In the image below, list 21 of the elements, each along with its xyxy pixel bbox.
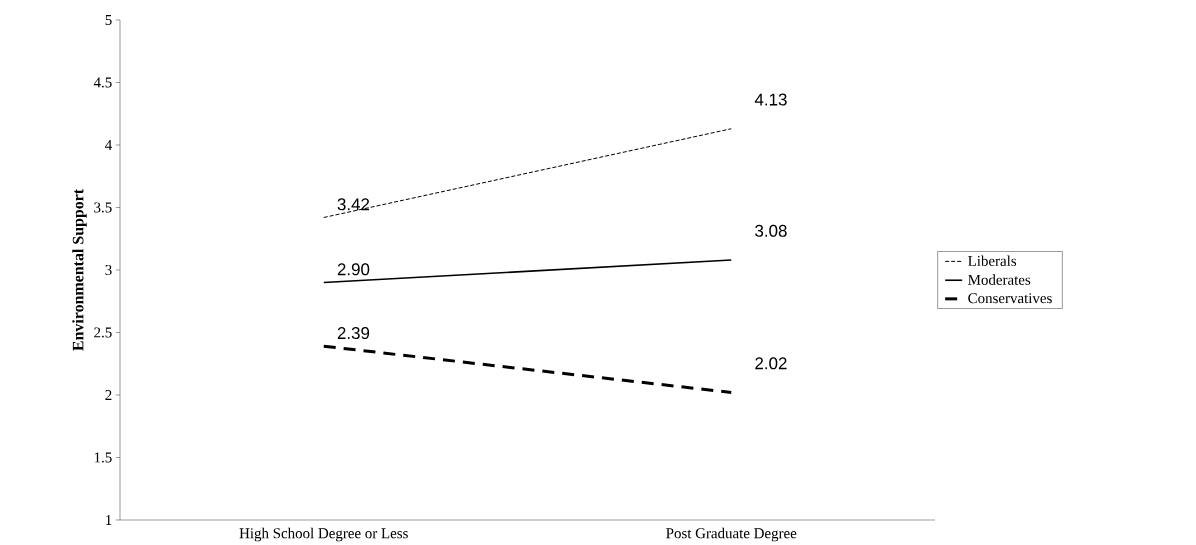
data-label: 2.39 — [337, 327, 370, 340]
data-label: 3.08 — [755, 224, 787, 237]
y-tick-label: 2 — [105, 390, 112, 401]
data-label: 2.90 — [337, 263, 370, 276]
y-axis-title: Environmental Support — [72, 189, 87, 352]
data-label: 3.42 — [337, 198, 370, 211]
y-tick-label: 3.5 — [94, 202, 112, 213]
legend-label: Conservatives — [968, 293, 1052, 304]
data-label: 2.02 — [755, 357, 787, 370]
legend-label: Moderates — [968, 274, 1031, 285]
y-tick-label: 3 — [105, 265, 112, 276]
y-tick-label: 1 — [106, 515, 112, 526]
y-tick-label: 1.5 — [94, 452, 112, 463]
x-tick-label: Post Graduate Degree — [666, 527, 797, 542]
data-label: 4.13 — [754, 93, 787, 106]
y-tick-label: 5 — [105, 15, 112, 26]
legend-label: Liberals — [968, 255, 1017, 267]
x-tick-label: High School Degree or Less — [239, 527, 408, 542]
y-tick-label: 2.5 — [94, 327, 112, 338]
y-tick-label: 4.5 — [93, 77, 112, 88]
y-tick-label: 4 — [105, 140, 112, 151]
